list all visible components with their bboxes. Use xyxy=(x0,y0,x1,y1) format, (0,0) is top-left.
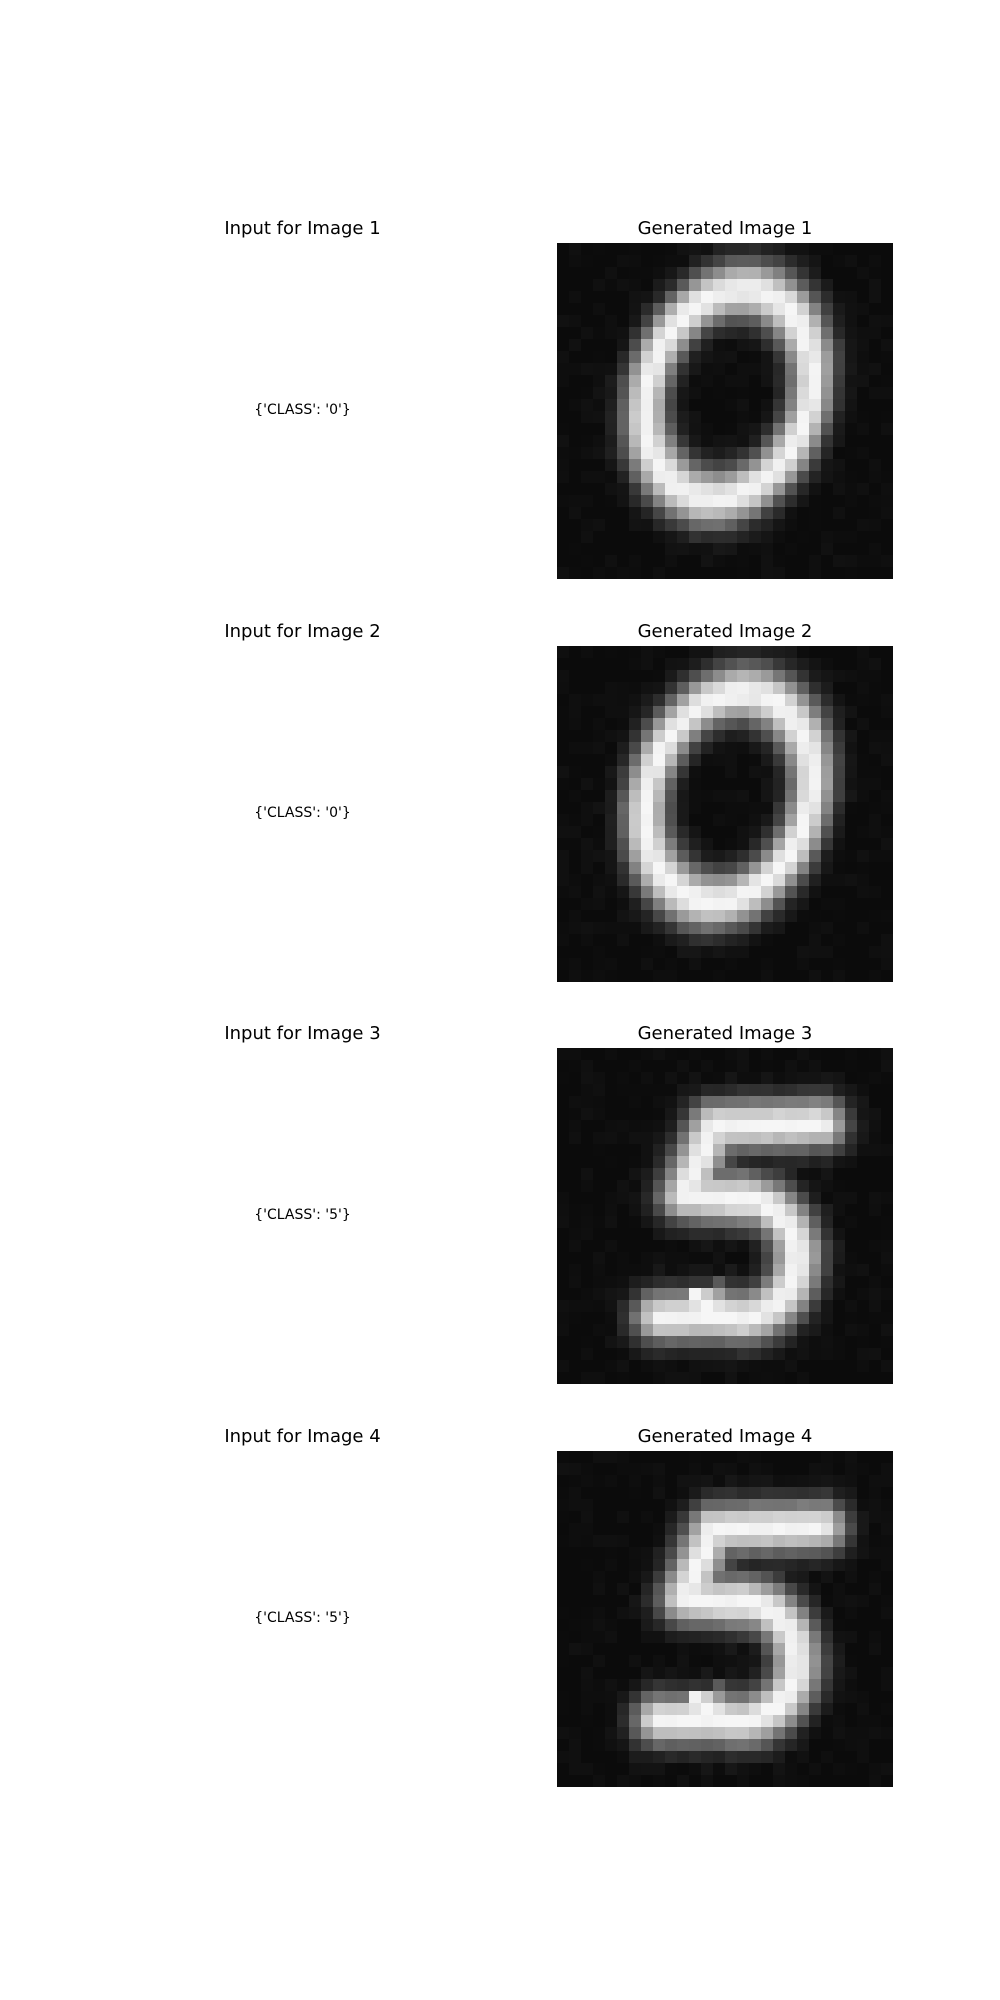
generated-title: Generated Image 1 xyxy=(637,218,813,239)
panel-row-3: Input for Image 3 {'CLASS': '5'} Generat… xyxy=(0,1023,1000,1384)
generated-title: Generated Image 4 xyxy=(637,1426,813,1447)
input-class-label: {'CLASS': '5'} xyxy=(254,1207,351,1223)
input-class-label: {'CLASS': '0'} xyxy=(254,402,351,418)
panel-row-2: Input for Image 2 {'CLASS': '0'} Generat… xyxy=(0,621,1000,982)
generated-title: Generated Image 2 xyxy=(637,621,813,642)
generated-title: Generated Image 3 xyxy=(637,1023,813,1044)
generated-image xyxy=(557,1048,893,1384)
input-title: Input for Image 1 xyxy=(224,218,381,239)
generated-digit-canvas xyxy=(557,1451,893,1787)
input-class-label: {'CLASS': '0'} xyxy=(254,805,351,821)
input-title: Input for Image 3 xyxy=(224,1023,381,1044)
input-class-label: {'CLASS': '5'} xyxy=(254,1610,351,1626)
generated-image xyxy=(557,243,893,579)
generated-image xyxy=(557,1451,893,1787)
panel-row-4: Input for Image 4 {'CLASS': '5'} Generat… xyxy=(0,1426,1000,1787)
generated-image xyxy=(557,646,893,982)
input-title: Input for Image 4 xyxy=(224,1426,381,1447)
panel-row-1: Input for Image 1 {'CLASS': '0'} Generat… xyxy=(0,218,1000,579)
generated-digit-canvas xyxy=(557,646,893,982)
input-title: Input for Image 2 xyxy=(224,621,381,642)
generated-digit-canvas xyxy=(557,1048,893,1384)
generated-digit-canvas xyxy=(557,243,893,579)
